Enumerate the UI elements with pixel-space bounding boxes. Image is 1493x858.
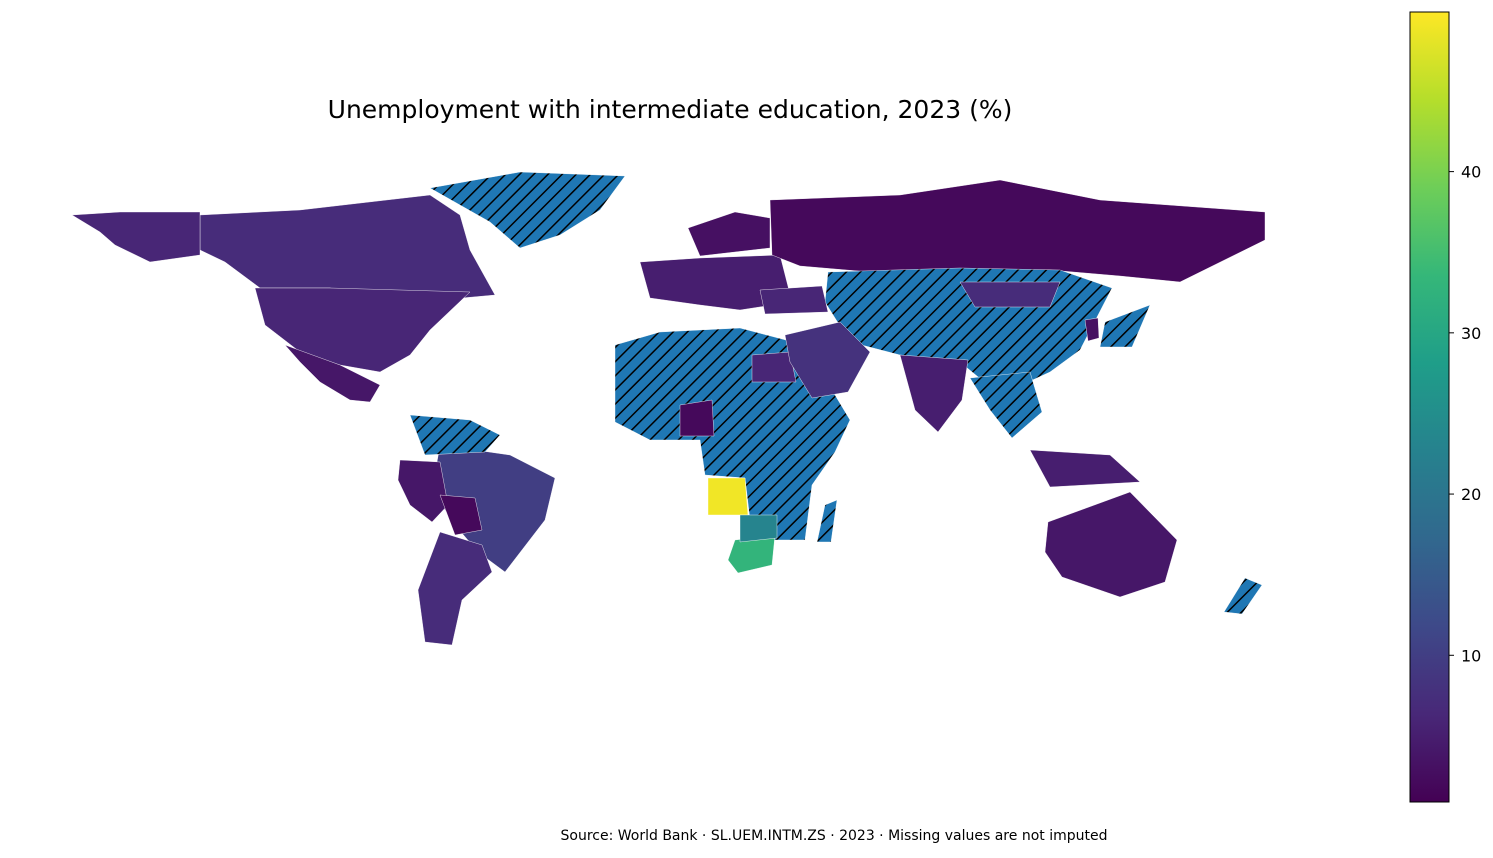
colorbar	[1409, 11, 1450, 803]
source-note: Source: World Bank · SL.UEM.INTM.ZS · 20…	[561, 828, 1108, 844]
region	[397, 459, 449, 523]
region	[409, 414, 501, 456]
region	[1084, 317, 1100, 342]
map-title: Unemployment with intermediate education…	[328, 95, 1013, 124]
region	[816, 499, 838, 543]
region	[899, 354, 969, 433]
region	[759, 285, 829, 315]
region	[71, 211, 201, 263]
region	[1044, 491, 1178, 598]
region	[784, 321, 871, 399]
region	[1029, 449, 1141, 488]
region	[969, 371, 1043, 439]
region	[1223, 577, 1263, 615]
region	[687, 211, 771, 257]
colorbar-tick-label: 10	[1461, 646, 1481, 665]
region	[417, 531, 493, 646]
region	[254, 287, 471, 373]
region	[1099, 304, 1151, 348]
regions	[71, 171, 1266, 646]
colorbar-tick-label: 20	[1461, 485, 1481, 504]
region	[439, 494, 483, 536]
region	[739, 514, 778, 543]
region	[769, 179, 1266, 283]
region	[284, 344, 381, 403]
region	[707, 477, 749, 516]
colorbar-tick-label: 30	[1461, 324, 1481, 343]
colorbar-tick-label: 40	[1461, 163, 1481, 182]
region	[751, 351, 797, 383]
region	[429, 171, 626, 249]
region	[679, 399, 715, 437]
region	[959, 281, 1061, 308]
